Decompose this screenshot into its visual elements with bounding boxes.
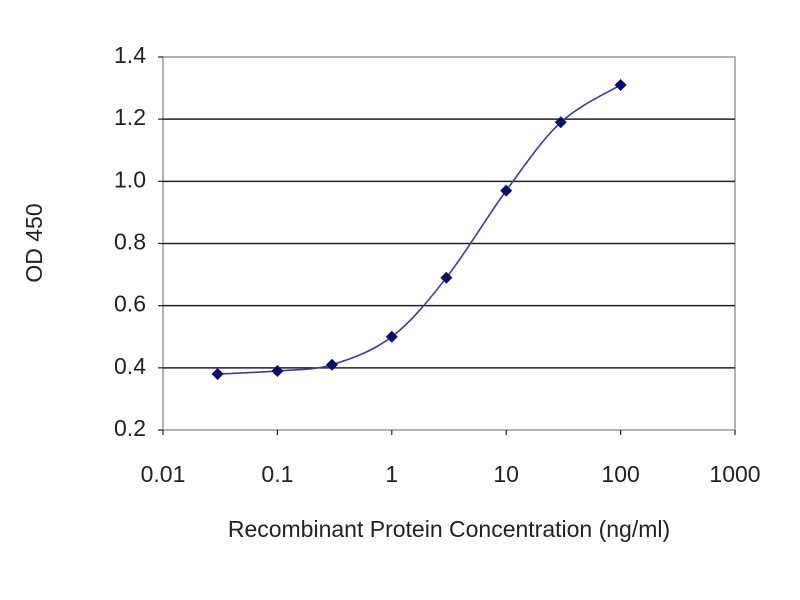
- x-tick-label: 0.01: [141, 461, 186, 487]
- data-point: [211, 368, 224, 381]
- x-tick-label: 1000: [709, 461, 760, 487]
- x-axis-label: Recombinant Protein Concentration (ng/ml…: [228, 516, 670, 542]
- data-point: [325, 358, 338, 371]
- y-tick-label: 0.6: [114, 291, 146, 317]
- x-tick-label: 100: [601, 461, 639, 487]
- data-point: [440, 271, 453, 284]
- y-tick-label: 0.2: [114, 415, 146, 441]
- data-point: [385, 330, 398, 343]
- data-point: [271, 364, 284, 377]
- data-point: [500, 184, 513, 197]
- data-point: [614, 78, 627, 91]
- y-tick-label: 1.0: [114, 166, 146, 192]
- data-point: [554, 116, 567, 129]
- y-tick-label: 0.8: [114, 229, 146, 255]
- data-line: [217, 84, 622, 375]
- x-tick-label: 10: [493, 461, 519, 487]
- y-tick-label: 1.4: [114, 42, 146, 68]
- y-axis-label: OD 450: [21, 203, 47, 282]
- x-tick-label: 1: [385, 461, 398, 487]
- y-tick-label: 0.4: [114, 353, 146, 379]
- x-tick-label: 0.1: [261, 461, 293, 487]
- y-tick-label: 1.2: [114, 104, 146, 130]
